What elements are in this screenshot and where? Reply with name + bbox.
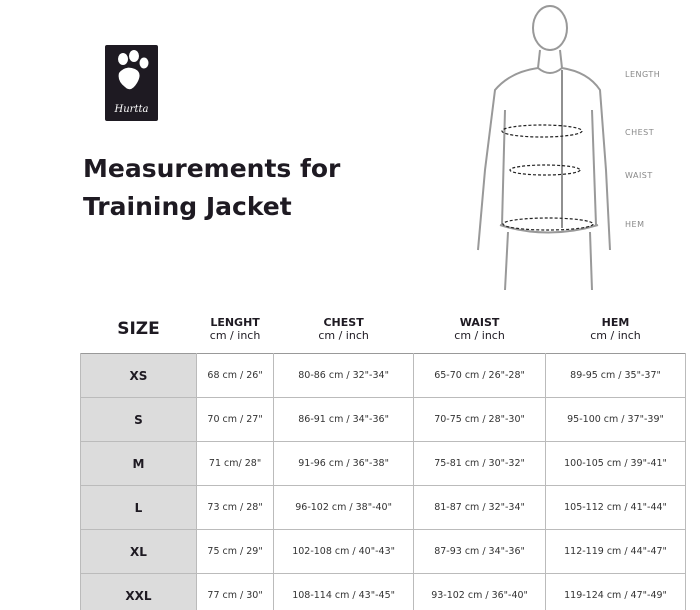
label-length: LENGTH: [625, 70, 661, 79]
size-cell: M: [80, 441, 197, 486]
size-cell: L: [80, 485, 197, 530]
table-row: L 73 cm / 28" 96-102 cm / 38"-40" 81-87 cm …: [80, 485, 686, 530]
size-cell: XXL: [80, 573, 197, 610]
brand-logo-text: Hurtta: [114, 104, 149, 115]
measurement-cell: 91-96 cm / 36"-38": [273, 441, 415, 486]
label-chest: CHEST: [625, 128, 655, 137]
body-measurement-figure: [477, 5, 611, 290]
table-row: M 71 cm/ 28" 91-96 cm / 36"-38" 75-81 cm / …: [80, 441, 686, 486]
measurement-cell: 93-102 cm / 36"-40": [413, 573, 547, 610]
measurement-cell: 77 cm / 30": [195, 573, 275, 610]
measurement-cell: 71 cm/ 28": [195, 441, 275, 486]
measurement-cell: 73 cm / 28": [195, 485, 275, 530]
size-cell: XS: [80, 353, 197, 398]
measurement-cell: 68 cm / 26": [195, 353, 275, 398]
measurement-cell: 105-112 cm / 41"-44": [545, 485, 686, 530]
table-header-row: SIZE LENGHT cm / inch CHEST cm / inch WAIS…: [81, 305, 686, 354]
size-cell: S: [80, 397, 197, 442]
measurement-cell: 102-108 cm / 40"-43": [273, 529, 415, 574]
size-cell: XL: [80, 529, 197, 574]
measurement-cell: 70-75 cm / 28"-30": [413, 397, 547, 442]
title-line-1: Measurements for: [83, 154, 341, 183]
measurement-cell: 100-105 cm / 39"-41": [545, 441, 686, 486]
page-title: Measurements for Training Jacket: [83, 150, 340, 226]
paw-icon: [118, 50, 149, 90]
measurement-cell: 86-91 cm / 34"-36": [273, 397, 415, 442]
measurement-cell: 75 cm / 29": [195, 529, 275, 574]
header-length: LENGHT cm / inch: [209, 316, 261, 342]
measurement-cell: 89-95 cm / 35"-37": [545, 353, 686, 398]
size-table: SIZE LENGHT cm / inch CHEST cm / inch WAIS…: [80, 305, 686, 610]
measurement-cell: 81-87 cm / 32"-34": [413, 485, 547, 530]
header-waist: WAIST cm / inch: [454, 316, 505, 342]
measurement-cell: 112-119 cm / 44"-47": [545, 529, 686, 574]
table-row: XS 68 cm / 26" 80-86 cm / 32"-34" 65-70 cm …: [80, 353, 686, 398]
table-row: S 70 cm / 27" 86-91 cm / 34"-36" 70-75 cm /…: [80, 397, 686, 442]
header-size: SIZE: [117, 318, 160, 339]
measurement-cell: 75-81 cm / 30"-32": [413, 441, 547, 486]
measurement-cell: 80-86 cm / 32"-34": [273, 353, 415, 398]
measurement-cell: 119-124 cm / 47"-49": [545, 573, 686, 610]
title-line-2: Training Jacket: [83, 192, 292, 221]
measurement-cell: 87-93 cm / 34"-36": [413, 529, 547, 574]
measurement-cell: 96-102 cm / 38"-40": [273, 485, 415, 530]
measurement-cell: 70 cm / 27": [195, 397, 275, 442]
measurement-cell: 95-100 cm / 37"-39": [545, 397, 686, 442]
measurement-cell: 108-114 cm / 43"-45": [273, 573, 415, 610]
header-hem: HEM cm / inch: [590, 316, 641, 342]
table-row: XL 75 cm / 29" 102-108 cm / 40"-43" 87-93 c…: [80, 529, 686, 574]
brand-logo: Hurtta: [105, 45, 158, 121]
label-waist: WAIST: [625, 171, 653, 180]
table-row: XXL 77 cm / 30" 108-114 cm / 43"-45" 93-102…: [80, 573, 686, 610]
measurement-cell: 65-70 cm / 26"-28": [413, 353, 547, 398]
label-hem: HEM: [625, 220, 645, 229]
header-chest: CHEST cm / inch: [318, 316, 369, 342]
